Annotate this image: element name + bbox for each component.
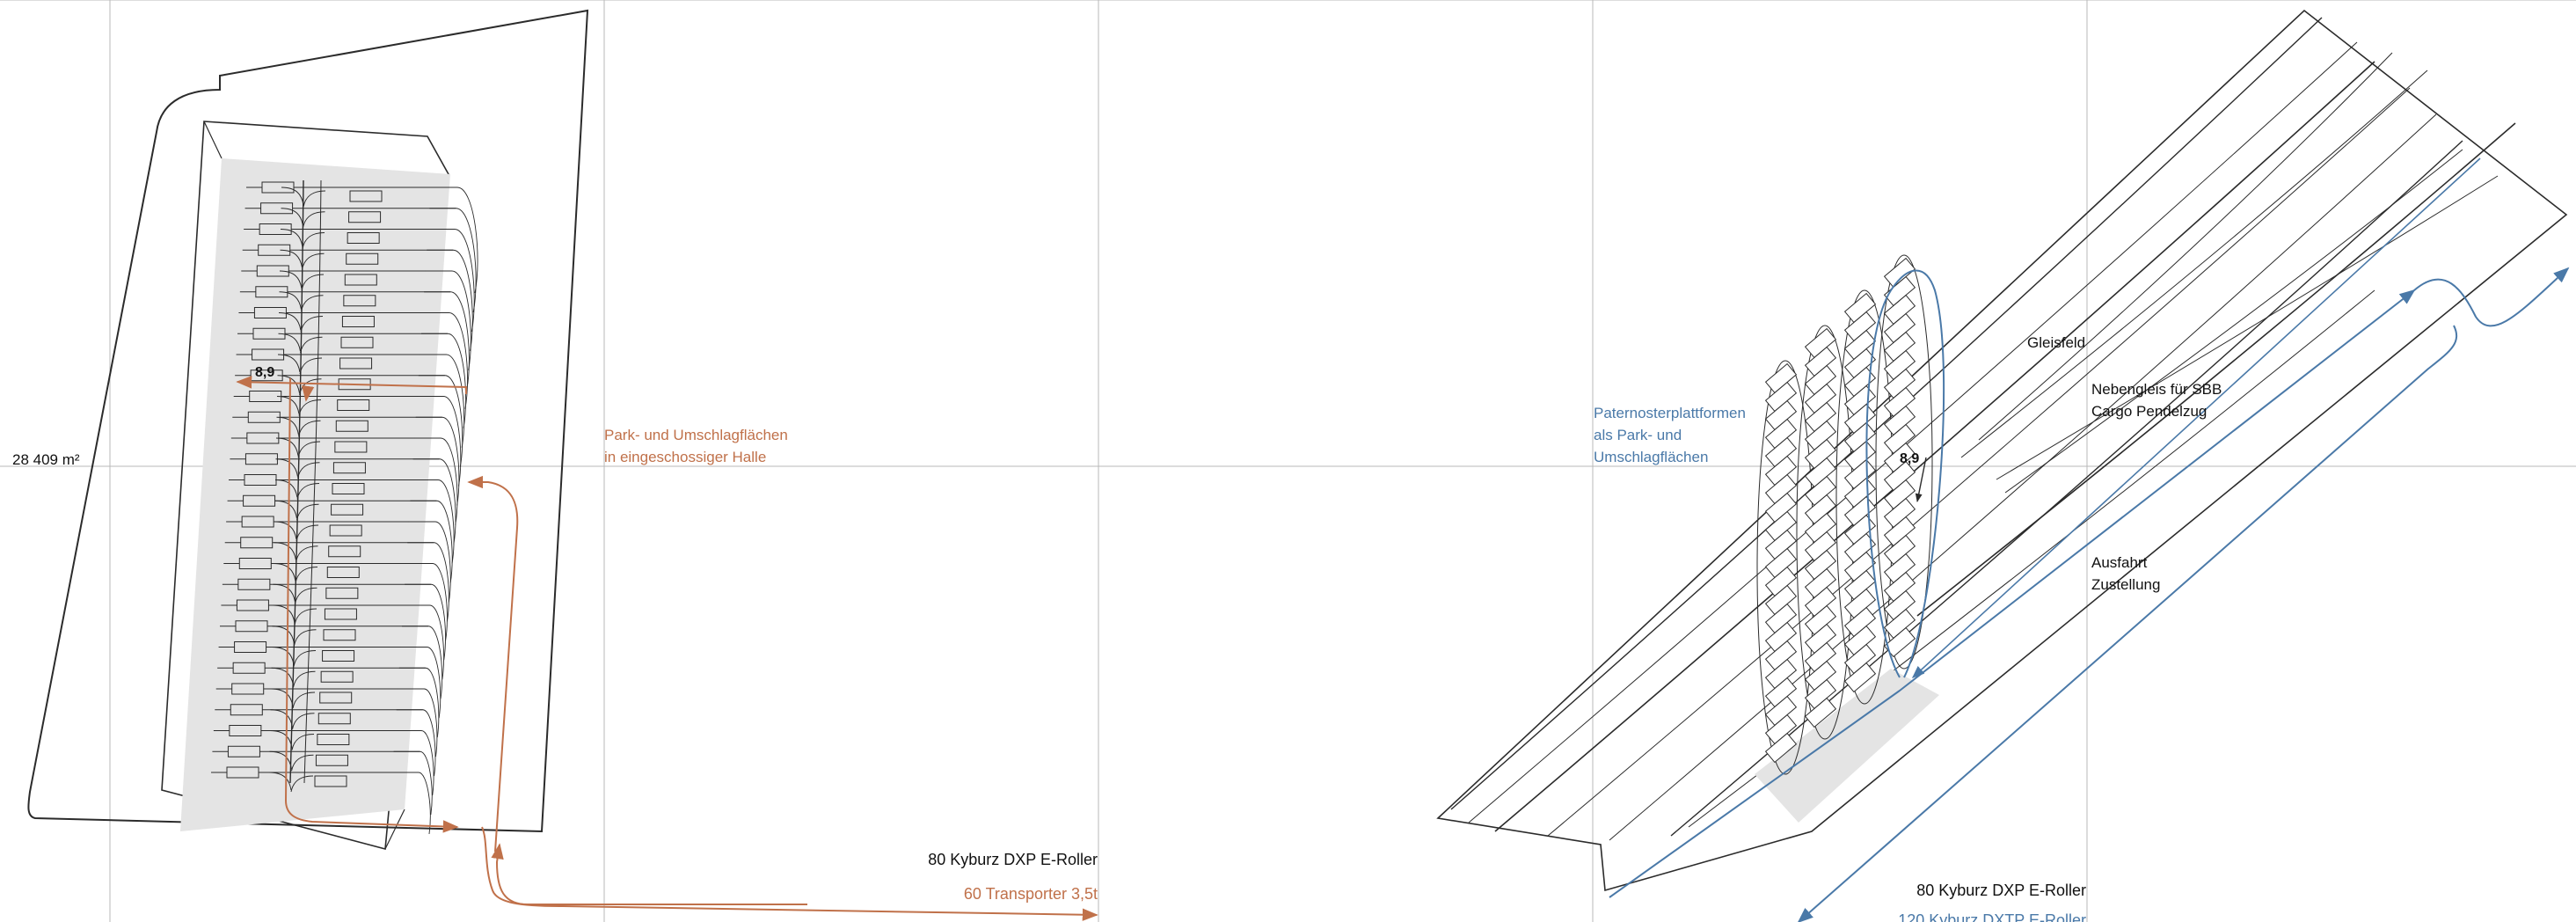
hall-label-line1: Park- und Umschlagflächen [604, 427, 788, 443]
parking-row [242, 244, 473, 351]
parking-row [244, 202, 477, 313]
platform [1764, 732, 1798, 764]
track-field [1450, 17, 2516, 841]
parking-row [226, 516, 451, 603]
parking-row [227, 494, 453, 583]
transporter-route-loop [467, 475, 519, 852]
parking-row [220, 620, 443, 699]
parking-row [222, 578, 446, 661]
parking-row [213, 725, 434, 796]
platform [1804, 697, 1837, 728]
parking-row [217, 662, 440, 738]
blue-route-main [1609, 289, 2416, 898]
legend-kyburz-right: 80 Kyburz DXP E-Roller [1916, 882, 2086, 899]
rail-line [1670, 140, 2463, 837]
parking-row [211, 766, 431, 835]
transporter-route-return [491, 843, 807, 905]
legend-transporter: 60 Transporter 3,5t [964, 885, 1098, 903]
transporter-route-vertical [284, 377, 459, 833]
parking-row [230, 432, 458, 525]
parking-row [241, 265, 471, 370]
rail-line [1978, 52, 2393, 441]
blue-route-loop [1865, 269, 1945, 678]
parking-row [218, 641, 441, 719]
paternoster-label-line2: als Park- und [1594, 427, 1682, 443]
blue-route-inbound [1911, 157, 2481, 678]
parking-row [239, 286, 470, 390]
parking-row [246, 181, 478, 294]
paternoster-stacks [1756, 254, 1933, 775]
left-site-plan: 28 409 m² 8,9 Park- und Umschlagflächen … [12, 9, 1098, 921]
rail-line [1916, 122, 2516, 617]
nebengleis-label-line2: Cargo Pendelzug [2091, 403, 2207, 420]
parking-rows [211, 181, 478, 835]
paternoster-base [1755, 669, 1939, 823]
rail-line [1547, 87, 2411, 837]
blue-route-dispatch [1797, 325, 2458, 922]
ausfahrt-label-line2: Zustellung [2091, 576, 2160, 593]
parking-row [244, 223, 475, 333]
parking-row [237, 327, 467, 428]
gleisfeld-label: Gleisfeld [2027, 334, 2085, 351]
dimension-label-right: 8,9 [1900, 451, 1919, 466]
parking-row [212, 745, 433, 816]
paternoster-loop [1875, 254, 1933, 670]
site-area-label: 28 409 m² [12, 451, 80, 468]
nebengleis-label-line1: Nebengleis für SBB [2091, 381, 2222, 398]
rail-line [1960, 70, 2428, 458]
parking-row [236, 348, 465, 448]
parking-row [238, 307, 468, 409]
paternoster-label-line3: Umschlagflächen [1594, 449, 1708, 465]
transporter-route-exit [481, 826, 1098, 921]
parking-row [215, 683, 438, 757]
parking-row [221, 599, 445, 680]
parking-row [230, 453, 456, 545]
platform [1843, 662, 1877, 693]
right-site-plan: Paternosterplattformen als Park- und Ums… [1436, 9, 2570, 922]
transporter-route-top [236, 376, 467, 394]
parking-row [229, 474, 455, 564]
parking-row [224, 537, 449, 622]
track-site-outline [1436, 9, 2568, 892]
rail-line [2004, 149, 2463, 494]
blue-route-exit [2413, 267, 2570, 327]
dimension-label-left: 8,9 [255, 365, 274, 380]
paternoster-label-line1: Paternosterplattformen [1594, 405, 1746, 421]
rail-line [1996, 175, 2499, 480]
ausfahrt-label-line1: Ausfahrt [2091, 554, 2148, 571]
legend-kyburz-left: 80 Kyburz DXP E-Roller [928, 851, 1098, 868]
parking-row [232, 411, 460, 506]
rail-line [1609, 113, 2437, 841]
rail-line [1468, 41, 2358, 823]
legend-kyburz-dxtp: 120 Kyburz DXTP E-Roller [1898, 911, 2086, 922]
site-boundary [27, 9, 589, 833]
hall-label-line2: in eingeschossiger Halle [604, 449, 766, 465]
rail-line [1494, 61, 2375, 832]
